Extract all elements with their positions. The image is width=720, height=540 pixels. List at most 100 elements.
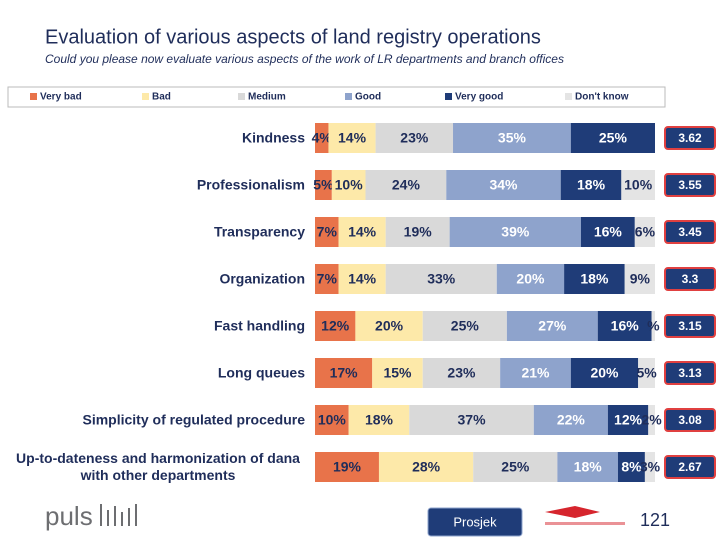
value-label: 23% bbox=[400, 130, 429, 146]
bar-segment bbox=[580, 217, 635, 247]
value-label: 18% bbox=[365, 412, 394, 428]
value-label: 4% bbox=[312, 130, 333, 146]
value-label: 23% bbox=[447, 365, 476, 381]
bar-segment bbox=[422, 311, 507, 341]
bar-segment bbox=[607, 405, 649, 435]
bar-segment bbox=[449, 217, 581, 247]
bar-segment bbox=[570, 123, 655, 153]
score-box bbox=[664, 314, 716, 338]
score-box bbox=[664, 361, 716, 385]
score-value: 2.67 bbox=[678, 460, 702, 474]
value-label: 21% bbox=[521, 365, 550, 381]
bar-segment bbox=[355, 311, 423, 341]
category-label: Kindness bbox=[241, 129, 305, 146]
legend-label: Very bad bbox=[40, 92, 82, 103]
bar-segment bbox=[473, 452, 558, 482]
value-label: 15% bbox=[383, 365, 412, 381]
bar-segment bbox=[385, 217, 450, 247]
score-box bbox=[664, 220, 716, 244]
bar-segment bbox=[617, 452, 645, 482]
bar-segment bbox=[453, 123, 571, 153]
logo: puls bbox=[45, 501, 93, 531]
partner-logo-text bbox=[545, 522, 625, 525]
value-label: 20% bbox=[375, 318, 404, 334]
legend-label: Bad bbox=[152, 92, 171, 103]
legend-label: Don't know bbox=[575, 92, 629, 103]
bar-segment bbox=[560, 170, 622, 200]
bar-segment bbox=[648, 405, 655, 435]
bar-segment bbox=[365, 170, 447, 200]
bar-segment bbox=[315, 264, 339, 294]
score-value: 3.62 bbox=[678, 131, 702, 145]
bar-segment bbox=[328, 123, 376, 153]
bar-segment bbox=[338, 264, 386, 294]
value-label: 22% bbox=[557, 412, 586, 428]
category-label: Professionalism bbox=[196, 176, 305, 193]
legend-swatch bbox=[238, 93, 245, 100]
score-value: 3.08 bbox=[678, 413, 702, 427]
value-label: 12% bbox=[321, 318, 350, 334]
bar-segment bbox=[315, 217, 339, 247]
legend-swatch bbox=[30, 93, 37, 100]
bar-segment bbox=[315, 123, 329, 153]
bar-segment bbox=[331, 170, 366, 200]
bar-segment bbox=[570, 358, 639, 388]
value-label: 16% bbox=[611, 318, 640, 334]
value-label: 35% bbox=[498, 130, 527, 146]
value-label: 5% bbox=[313, 177, 334, 193]
bar-segment bbox=[315, 170, 332, 200]
chart-subtitle: Could you please now evaluate various as… bbox=[45, 52, 564, 66]
partner-logo bbox=[545, 506, 600, 518]
value-label: 10% bbox=[335, 177, 364, 193]
value-label: 20% bbox=[516, 271, 545, 287]
value-label: % bbox=[647, 318, 660, 334]
bar-segment bbox=[315, 358, 373, 388]
average-button[interactable] bbox=[427, 507, 523, 537]
bar-segment bbox=[446, 170, 561, 200]
bar-segment bbox=[621, 170, 655, 200]
bar-segment bbox=[496, 264, 565, 294]
value-label: 6% bbox=[635, 224, 656, 240]
category-label: Up-to-dateness and harmonization of dana… bbox=[16, 450, 300, 483]
legend-label: Medium bbox=[248, 92, 286, 103]
logo-bars bbox=[100, 504, 137, 526]
bar-segment bbox=[375, 123, 454, 153]
value-label: 9% bbox=[630, 271, 651, 287]
legend-swatch bbox=[142, 93, 149, 100]
chart-title: Evaluation of various aspects of land re… bbox=[45, 26, 541, 48]
page-number: 121 bbox=[640, 510, 670, 530]
bar-segment bbox=[315, 311, 356, 341]
value-label: 18% bbox=[580, 271, 609, 287]
bar-segment bbox=[564, 264, 625, 294]
bar-segment bbox=[644, 452, 655, 482]
bar-segment bbox=[557, 452, 618, 482]
score-box bbox=[664, 173, 716, 197]
value-label: 7% bbox=[317, 224, 338, 240]
legend-label: Good bbox=[355, 92, 381, 103]
value-label: 14% bbox=[338, 130, 367, 146]
value-label: 34% bbox=[489, 177, 518, 193]
score-value: 3.45 bbox=[678, 225, 702, 239]
value-label: 2% bbox=[642, 412, 663, 428]
value-label: 17% bbox=[330, 365, 359, 381]
value-label: 25% bbox=[501, 459, 530, 475]
average-button-label[interactable]: Prosjek bbox=[453, 514, 497, 529]
legend-label: Very good bbox=[455, 92, 503, 103]
bar-segment bbox=[315, 452, 379, 482]
bar-segment bbox=[422, 358, 501, 388]
value-label: 14% bbox=[348, 224, 377, 240]
score-value: 3.15 bbox=[678, 319, 702, 333]
value-label: 14% bbox=[348, 271, 377, 287]
value-label: 27% bbox=[538, 318, 567, 334]
value-label: 12% bbox=[614, 412, 643, 428]
value-label: 39% bbox=[501, 224, 530, 240]
value-label: 10% bbox=[318, 412, 347, 428]
legend-swatch bbox=[445, 93, 452, 100]
category-label: Fast handling bbox=[214, 317, 305, 334]
value-label: 24% bbox=[392, 177, 421, 193]
bar-segment bbox=[385, 264, 497, 294]
bar-segment bbox=[409, 405, 534, 435]
bar-segment bbox=[533, 405, 608, 435]
value-label: 19% bbox=[333, 459, 362, 475]
bar-segment bbox=[638, 358, 655, 388]
